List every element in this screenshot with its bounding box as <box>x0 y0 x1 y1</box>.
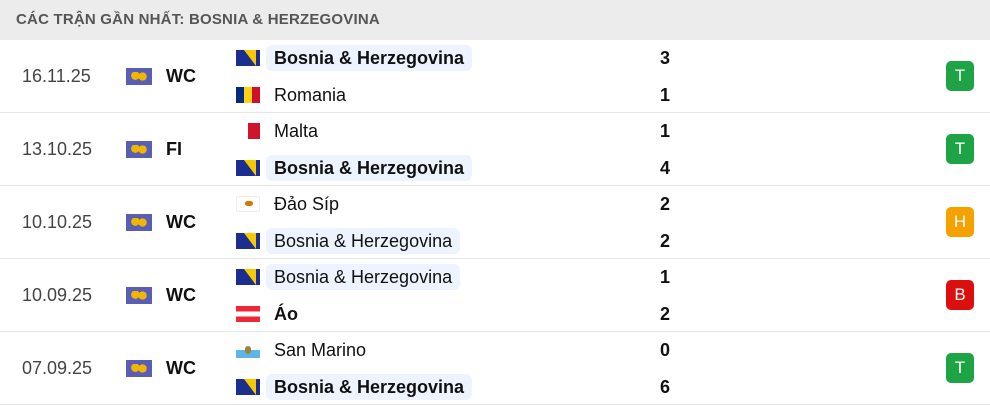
match-row[interactable]: 10.09.25 WC Bosnia & Herzegovina Áo 1 2 … <box>0 259 990 332</box>
world-map-icon <box>126 68 152 85</box>
team-home[interactable]: San Marino <box>236 337 374 363</box>
result-badge: H <box>946 207 974 237</box>
match-row[interactable]: 07.09.25 WC San Marino Bosnia & Herzegov… <box>0 332 990 405</box>
bih-flag-icon <box>236 269 260 285</box>
result-badge: B <box>946 280 974 310</box>
result-badge: T <box>946 134 974 164</box>
smr-flag-icon <box>236 342 260 358</box>
competition-label: WC <box>166 285 196 305</box>
team-name: Bosnia & Herzegovina <box>266 374 473 400</box>
bih-flag-icon <box>236 160 260 176</box>
home-score: 3 <box>659 48 670 68</box>
result-badge: T <box>946 353 974 383</box>
team-away[interactable]: Áo <box>236 301 306 327</box>
home-score: 2 <box>659 194 670 214</box>
competition-label: WC <box>166 66 196 86</box>
team-away[interactable]: Bosnia & Herzegovina <box>236 155 473 181</box>
cyp-flag-icon <box>236 196 260 212</box>
team-away[interactable]: Romania <box>236 82 354 108</box>
team-name: San Marino <box>274 340 367 360</box>
home-score: 1 <box>659 267 670 287</box>
team-home[interactable]: Bosnia & Herzegovina <box>236 45 473 71</box>
match-row[interactable]: 16.11.25 WC Bosnia & Herzegovina Romania… <box>0 40 990 113</box>
match-date: 07.09.25 <box>22 358 93 378</box>
bih-flag-icon <box>236 233 260 249</box>
team-name: Bosnia & Herzegovina <box>266 228 461 254</box>
bih-flag-icon <box>236 50 260 66</box>
world-map-icon <box>126 287 152 304</box>
away-score: 6 <box>659 377 670 397</box>
match-date: 13.10.25 <box>22 139 93 159</box>
match-date: 16.11.25 <box>22 66 91 86</box>
team-home[interactable]: Bosnia & Herzegovina <box>236 264 461 290</box>
home-score: 0 <box>659 340 670 360</box>
match-row[interactable]: 13.10.25 FI Malta Bosnia & Herzegovina 1… <box>0 113 990 186</box>
team-away[interactable]: Bosnia & Herzegovina <box>236 228 461 254</box>
team-name: Áo <box>274 304 298 324</box>
world-map-icon <box>126 360 152 377</box>
team-away[interactable]: Bosnia & Herzegovina <box>236 374 473 400</box>
away-score: 2 <box>659 304 670 324</box>
team-home[interactable]: Đảo Síp <box>236 191 347 217</box>
competition-label: WC <box>166 358 196 378</box>
competition-label: FI <box>166 139 182 159</box>
home-score: 1 <box>659 121 670 141</box>
bih-flag-icon <box>236 379 260 395</box>
world-map-icon <box>126 214 152 231</box>
mlt-flag-icon <box>236 123 260 139</box>
team-name: Đảo Síp <box>274 194 340 214</box>
match-date: 10.09.25 <box>22 285 93 305</box>
world-map-icon <box>126 141 152 158</box>
team-name: Bosnia & Herzegovina <box>266 155 473 181</box>
away-score: 4 <box>659 158 670 178</box>
result-badge: T <box>946 61 974 91</box>
match-list: 16.11.25 WC Bosnia & Herzegovina Romania… <box>0 40 990 405</box>
team-name: Malta <box>274 121 319 141</box>
section-header: CÁC TRẬN GẦN NHẤT: BOSNIA & HERZEGOVINA <box>0 0 990 40</box>
team-name: Bosnia & Herzegovina <box>266 264 461 290</box>
team-name: Bosnia & Herzegovina <box>266 45 473 71</box>
match-row[interactable]: 10.10.25 WC Đảo Síp Bosnia & Herzegovina… <box>0 186 990 259</box>
team-name: Romania <box>274 85 347 105</box>
competition-label: WC <box>166 212 196 232</box>
away-score: 1 <box>659 85 670 105</box>
aut-flag-icon <box>236 306 260 322</box>
rou-flag-icon <box>236 87 260 103</box>
match-date: 10.10.25 <box>22 212 93 232</box>
away-score: 2 <box>659 231 670 251</box>
team-home[interactable]: Malta <box>236 118 326 144</box>
